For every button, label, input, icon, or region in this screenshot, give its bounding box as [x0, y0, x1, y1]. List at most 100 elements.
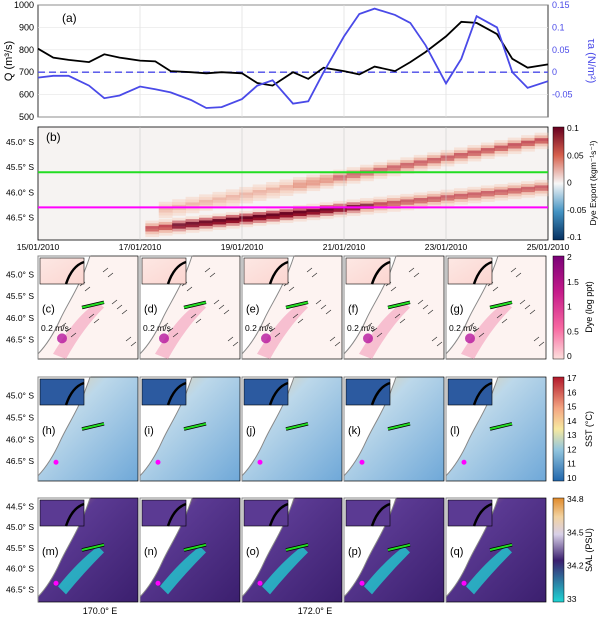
dye-export-cell — [212, 194, 227, 201]
panel-a-series — [37, 7, 549, 109]
current-vector — [320, 304, 327, 310]
dye-maps-row: (c) 0.2 m/s (d) 0.2 m/s (e) 0.2 m/s (f) 0.2 m/s… — [6, 255, 547, 360]
velocity-scale-label: 0.2 m/s — [449, 323, 477, 333]
map-row-y-tick-label: 45.5° S — [6, 413, 34, 423]
transect-line — [183, 422, 207, 430]
dye-export-cell — [279, 212, 294, 218]
current-vector — [501, 318, 508, 324]
inset-coastline — [64, 260, 85, 285]
dye-export-cell — [185, 199, 200, 205]
dye-export-cell — [225, 223, 240, 229]
dye-export-cell — [333, 180, 347, 187]
dye-export-cell — [454, 196, 468, 202]
dye-export-cell — [266, 193, 280, 199]
dye-export-cell — [199, 214, 213, 221]
velocity-scale-label: 0.2 m/s — [41, 323, 69, 333]
dye-export-cell — [266, 182, 280, 188]
dye-export-cell — [413, 163, 428, 169]
panel-b: (b) 45.0° S 45.5° S 46.0° S 46.5° S 15/01/2… — [6, 123, 598, 252]
fresh-water-plume — [160, 546, 206, 595]
dye-export-cell — [413, 157, 428, 164]
dye-export-cell — [239, 197, 254, 204]
map-panel: (q) — [445, 497, 547, 603]
dye-export-cell — [373, 167, 388, 174]
inset-coastline — [64, 381, 85, 406]
dye-export-cell — [279, 217, 294, 223]
dye-export-cell — [225, 200, 240, 206]
dye-export-cell — [319, 174, 334, 181]
colorbar-dye-export-tick: 0.1 — [567, 123, 579, 133]
dye-export-cell — [172, 223, 186, 229]
dye-export-cell — [252, 184, 267, 190]
colorbar-dye-export — [552, 126, 565, 241]
panel-a-left-ticks: 500 600 700 800 900 1000 — [14, 0, 34, 122]
dye-source-concentration — [57, 333, 67, 344]
current-vector — [111, 299, 118, 305]
dye-export-cell — [333, 172, 347, 178]
dye-export-cell — [400, 162, 415, 169]
map-row-y-tick-label: 46.5° S — [6, 456, 34, 466]
left-tick-label: 700 — [19, 67, 34, 77]
dye-export-cell — [467, 195, 482, 201]
dye-export-cell — [386, 195, 401, 201]
dye-export-cell — [507, 140, 522, 146]
dye-export-cell — [172, 217, 186, 224]
current-vector — [195, 318, 202, 324]
left-tick-label: 800 — [19, 45, 34, 55]
dye-export-cell — [373, 202, 388, 208]
dye-export-cell — [185, 227, 200, 233]
dye-export-cell — [333, 177, 347, 184]
dye-export-cell — [360, 209, 374, 215]
current-vector — [232, 341, 239, 347]
dye-export-cell — [239, 213, 254, 219]
dye-export-cell — [266, 210, 280, 217]
panel-b-x-ticks: 15/01/2010 17/01/2010 19/01/2010 21/01/2010… — [17, 242, 570, 252]
current-vector — [213, 299, 220, 305]
dye-export-cell — [172, 226, 186, 232]
river-mouth-marker — [461, 580, 467, 586]
dye-export-cell — [293, 179, 307, 186]
dye-export-cell — [346, 199, 361, 205]
dye-export-cell — [172, 207, 186, 213]
river-mouth-marker — [257, 580, 263, 586]
dye-export-cell — [413, 195, 428, 201]
dye-export-cell — [225, 212, 240, 218]
current-vector — [297, 318, 304, 324]
map-panel-label: (d) — [144, 304, 157, 316]
dye-export-cell — [534, 143, 549, 150]
current-vector — [107, 272, 114, 278]
dye-export-cell — [467, 153, 482, 159]
dye-export-cell — [454, 150, 468, 156]
dye-export-cell — [507, 137, 522, 143]
dye-export-cell — [480, 185, 495, 191]
dye-export-cell — [373, 207, 388, 214]
panel-b-x-tick-label: 19/01/2010 — [221, 242, 264, 252]
dye-export-cell — [360, 175, 374, 182]
dye-export-cell — [360, 203, 374, 210]
dye-export-cell — [427, 155, 441, 161]
panel-b-heatmap — [145, 132, 549, 238]
dye-export-cell — [507, 143, 522, 149]
dye-export-cell — [494, 184, 509, 190]
fresh-water-plume — [466, 546, 512, 595]
dye-export-cell — [293, 216, 307, 222]
transect-line — [387, 301, 411, 309]
dye-export-cell — [360, 206, 374, 212]
dye-export-cell — [199, 225, 213, 232]
dye-export-cell — [185, 219, 200, 225]
dye-export-cell — [199, 220, 213, 226]
dye-export-cell — [199, 194, 213, 200]
dye-export-cell — [427, 199, 441, 205]
dye-export-cell — [212, 216, 227, 222]
left-tick-label: 500 — [19, 112, 34, 122]
dye-export-cell — [507, 185, 522, 191]
inset-map — [345, 378, 391, 406]
dye-export-cell — [534, 179, 549, 186]
dye-export-cell — [373, 165, 388, 171]
dye-export-cell — [346, 175, 361, 181]
transect-line — [387, 543, 411, 551]
map-panel-label: (p) — [348, 546, 361, 558]
map-panel-label: (c) — [42, 304, 55, 316]
current-vector — [510, 267, 517, 273]
